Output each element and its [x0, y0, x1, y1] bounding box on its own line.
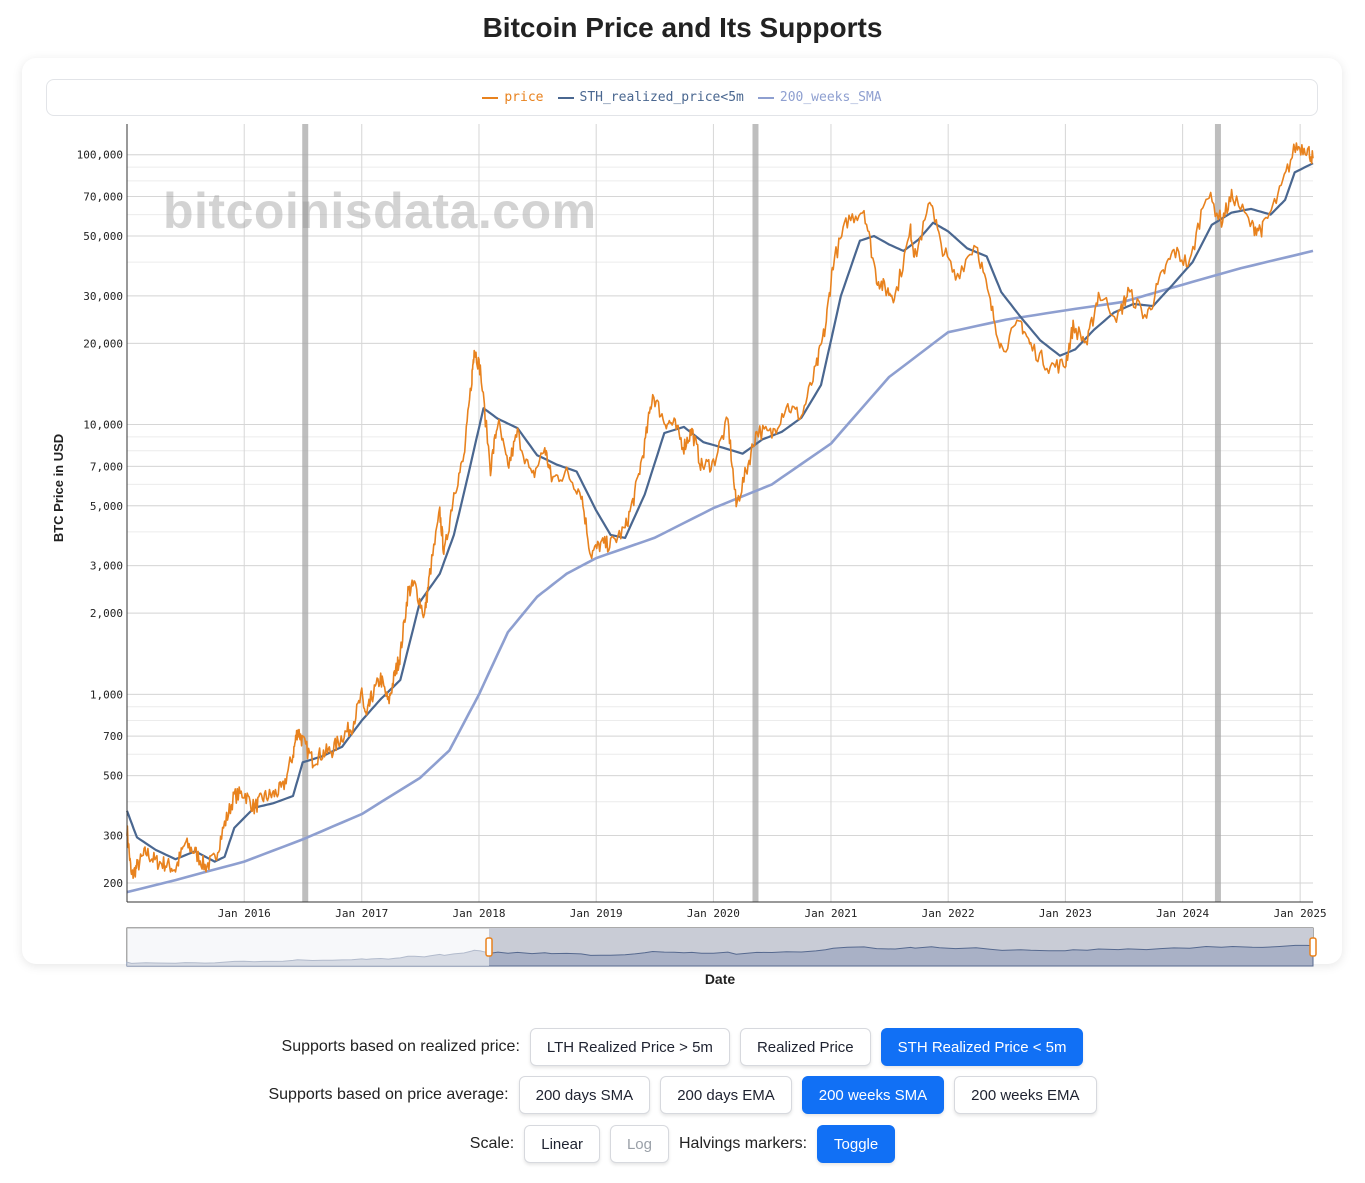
- legend-item-price[interactable]: price: [482, 90, 544, 105]
- chart-legend: price STH_realized_price<5m 200_weeks_SM…: [46, 79, 1318, 116]
- y-axis-label: BTC Price in USD: [51, 434, 66, 542]
- log-scale-button[interactable]: Log: [609, 1125, 669, 1163]
- y-tick-label: 7,000: [90, 460, 123, 473]
- y-tick-label: 200: [103, 877, 123, 890]
- legend-item-sth[interactable]: STH_realized_price<5m: [557, 90, 744, 105]
- scale-controls: Scale: Linear Log Halvings markers: Togg…: [0, 1125, 1365, 1163]
- 200-days-sma-button[interactable]: 200 days SMA: [518, 1076, 651, 1114]
- legend-swatch-sma: [757, 96, 774, 99]
- series-line-sth-realized-price-5m: [125, 162, 1314, 863]
- lth-realized-button[interactable]: LTH Realized Price > 5m: [529, 1028, 730, 1066]
- x-tick-label: Jan 2018: [452, 907, 505, 920]
- axis-layer: 200 300 500 700 1,000 2,000 3,000 5,000 7,000 10,…: [51, 124, 1327, 987]
- page-title: Bitcoin Price and Its Supports: [482, 12, 883, 43]
- range-handle-left: [485, 937, 493, 957]
- range-handle-right: [1309, 937, 1317, 957]
- legend-swatch-price: [482, 96, 499, 99]
- x-tick-label: Jan 2016: [218, 907, 271, 920]
- 200-days-ema-button[interactable]: 200 days EMA: [660, 1076, 792, 1114]
- y-tick-label: 10,000: [83, 419, 123, 432]
- grid-layer: [127, 124, 1313, 902]
- legend-label-price: price: [504, 90, 544, 105]
- x-tick-label: Jan 2024: [1156, 907, 1209, 920]
- 200-weeks-sma-button[interactable]: 200 weeks SMA: [801, 1076, 945, 1114]
- x-axis-label: Date: [705, 971, 736, 987]
- legend-item-sma[interactable]: 200_weeks_SMA: [757, 90, 882, 105]
- realized-label: Supports based on realized price:: [281, 1038, 520, 1055]
- halving-marker: [302, 124, 309, 902]
- x-tick-label: Jan 2019: [570, 907, 623, 920]
- x-tick-label: Jan 2023: [1039, 907, 1092, 920]
- watermark: bitcoinisdata.com: [163, 183, 597, 239]
- x-tick-label: Jan 2022: [922, 907, 975, 920]
- legend-swatch-sth: [557, 96, 574, 99]
- y-tick-label: 50,000: [83, 230, 123, 243]
- x-tick-label: Jan 2025: [1274, 907, 1327, 920]
- halvings-label: Halvings markers:: [678, 1135, 808, 1152]
- y-tick-label: 500: [103, 770, 123, 783]
- y-tick-label: 2,000: [90, 607, 123, 620]
- legend-label-sma: 200_weeks_SMA: [779, 90, 882, 105]
- average-controls: Supports based on price average: 200 day…: [0, 1076, 1365, 1114]
- range-selector-mask: [127, 928, 489, 966]
- series-line-200-weeks-sma: [126, 249, 1314, 894]
- y-tick-label: 5,000: [90, 500, 123, 513]
- y-tick-label: 20,000: [83, 337, 123, 350]
- halving-marker: [1214, 124, 1221, 902]
- y-tick-label: 300: [103, 829, 123, 842]
- range-selector: [126, 927, 1317, 967]
- average-label: Supports based on price average:: [268, 1086, 509, 1103]
- y-tick-label: 70,000: [83, 191, 123, 204]
- y-tick-label: 700: [103, 730, 123, 743]
- halving-markers: [302, 124, 1221, 902]
- y-tick-label: 100,000: [77, 149, 123, 162]
- x-tick-label: Jan 2021: [804, 907, 857, 920]
- realized-controls: Supports based on realized price: LTH Re…: [0, 1028, 1365, 1066]
- series-layer: [125, 142, 1314, 894]
- series-line-price: [126, 142, 1314, 880]
- x-tick-label: Jan 2020: [687, 907, 740, 920]
- halving-marker: [752, 124, 759, 902]
- halvings-toggle-button[interactable]: Toggle: [817, 1125, 896, 1163]
- legend-label-sth: STH_realized_price<5m: [579, 90, 744, 105]
- chart-card: [22, 58, 1342, 964]
- chart-svg[interactable]: 200 300 500 700 1,000 2,000 3,000 5,000 7,000 10,…: [0, 0, 1365, 1000]
- x-tick-label: Jan 2017: [335, 907, 388, 920]
- 200-weeks-ema-button[interactable]: 200 weeks EMA: [954, 1076, 1097, 1114]
- y-tick-label: 1,000: [90, 688, 123, 701]
- sth-realized-button[interactable]: STH Realized Price < 5m: [880, 1028, 1084, 1066]
- y-tick-label: 30,000: [83, 290, 123, 303]
- realized-price-button[interactable]: Realized Price: [739, 1028, 871, 1066]
- scale-label: Scale:: [469, 1135, 515, 1152]
- linear-scale-button[interactable]: Linear: [524, 1125, 600, 1163]
- y-tick-label: 3,000: [90, 560, 123, 573]
